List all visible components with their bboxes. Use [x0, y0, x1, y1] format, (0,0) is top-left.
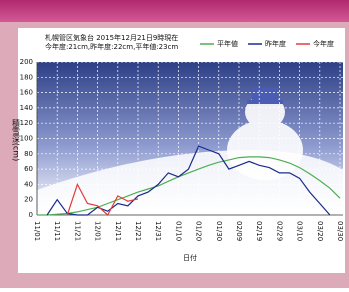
x-tick-label: 01/10 — [174, 221, 182, 241]
legend-label: 平年値 — [217, 39, 238, 48]
y-tick-label: 80 — [24, 150, 33, 158]
chart: 札幌管区気象台 2015年12月21日9時現在 今年度:21cm,昨年度:22c… — [0, 0, 349, 288]
x-tick-label: 02/09 — [235, 221, 243, 241]
y-tick-label: 200 — [20, 58, 33, 66]
chart-subtitle: 今年度:21cm,昨年度:22cm,平年値:23cm — [45, 42, 178, 51]
x-tick-label: 03/10 — [296, 221, 304, 241]
y-tick-label: 180 — [20, 73, 33, 81]
x-tick-label: 02/29 — [275, 221, 283, 241]
x-tick-label: 03/20 — [316, 221, 324, 241]
x-tick-label: 11/01 — [33, 221, 41, 241]
x-tick-label: 12/01 — [94, 221, 102, 241]
y-tick-label: 120 — [20, 119, 33, 127]
x-tick-label: 01/20 — [195, 221, 203, 241]
y-tick-label: 40 — [24, 180, 33, 188]
y-tick-label: 60 — [24, 165, 33, 173]
x-tick-label: 02/19 — [255, 221, 263, 241]
x-tick-label: 11/21 — [73, 221, 81, 241]
x-tick-label: 12/11 — [114, 221, 122, 241]
y-tick-label: 160 — [20, 89, 33, 97]
chart-title: 札幌管区気象台 2015年12月21日9時現在 — [45, 33, 178, 42]
x-tick-label: 01/30 — [215, 221, 223, 241]
y-tick-label: 20 — [24, 196, 33, 204]
x-tick-label: 03/30 — [336, 221, 344, 241]
legend-label: 昨年度 — [265, 39, 286, 48]
y-tick-label: 0 — [29, 211, 33, 219]
header-band — [0, 0, 349, 22]
y-tick-label: 100 — [20, 135, 33, 143]
legend-label: 今年度 — [313, 39, 334, 48]
x-tick-label: 12/21 — [134, 221, 142, 241]
x-axis-label: 日付 — [183, 253, 197, 262]
x-tick-label: 11/11 — [53, 221, 61, 241]
x-tick-label: 12/31 — [154, 221, 162, 241]
y-tick-label: 140 — [20, 104, 33, 112]
